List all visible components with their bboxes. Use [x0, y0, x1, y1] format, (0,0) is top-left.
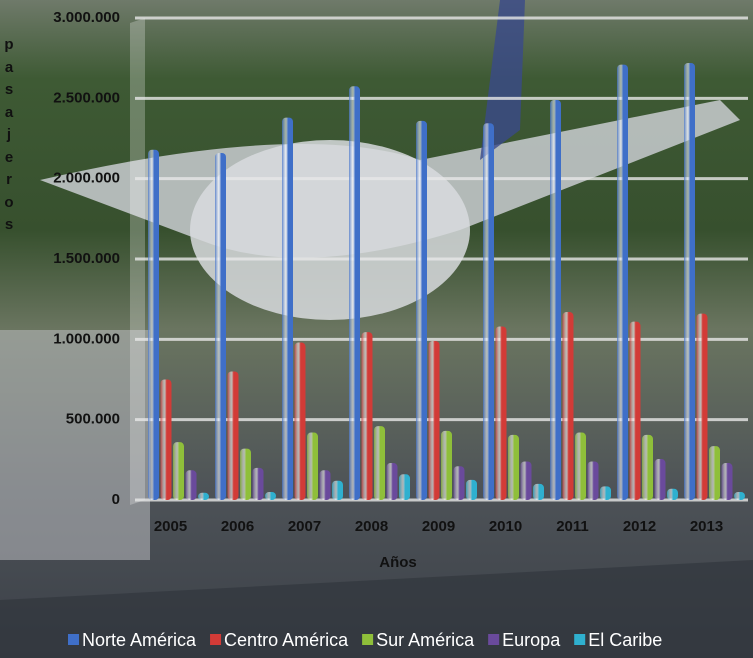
bar: [252, 467, 264, 500]
airplane-body: [190, 140, 470, 320]
bar: [198, 492, 209, 500]
legend-swatch: [488, 634, 500, 645]
legend-label: Centro América: [224, 630, 349, 650]
airplane-tail: [480, 0, 525, 160]
bar: [361, 332, 373, 500]
bar: [617, 64, 628, 501]
bar: [734, 491, 745, 500]
bar: [185, 470, 197, 500]
bar: [332, 480, 343, 500]
bar: [399, 474, 410, 500]
legend-label: Norte América: [82, 630, 197, 650]
tarmac: [0, 560, 753, 658]
y-tick-label: 1.000.000: [53, 330, 120, 347]
bar: [495, 326, 507, 500]
x-tick-label: 2007: [288, 518, 321, 535]
bar: [508, 434, 519, 500]
y-tick-label: 2.500.000: [53, 89, 120, 106]
bar: [148, 149, 159, 500]
bar: [453, 466, 465, 500]
bar: [215, 152, 226, 500]
legend-swatch: [68, 634, 79, 645]
bar: [160, 379, 172, 500]
bar: [294, 342, 306, 500]
bar: [282, 117, 293, 500]
y-tick-label: 2.000.000: [53, 170, 120, 187]
bar: [600, 486, 611, 500]
y-tick-label: 500.000: [66, 411, 120, 428]
y-tick-label: 0: [112, 491, 120, 508]
x-tick-label: 2008: [355, 518, 388, 535]
bar: [533, 483, 544, 500]
bar: [428, 340, 440, 500]
bar: [642, 434, 653, 500]
legend-swatch: [210, 634, 222, 645]
x-tick-label: 2011: [556, 518, 589, 535]
x-tick-label: 2009: [422, 518, 455, 535]
bar: [483, 123, 494, 500]
bar: [319, 470, 331, 500]
x-tick-label: 2012: [623, 518, 656, 535]
bar: [550, 99, 561, 500]
legend-swatch: [574, 634, 586, 645]
y-tick-label: 3.000.000: [53, 9, 120, 26]
legend-label: El Caribe: [588, 630, 662, 650]
bar: [667, 488, 678, 500]
bar: [349, 86, 360, 501]
bar: [654, 459, 666, 500]
bar: [466, 479, 477, 500]
x-tick-label: 2010: [489, 518, 522, 535]
bar: [240, 448, 251, 500]
legend-swatch: [362, 634, 374, 645]
bar: [629, 321, 641, 500]
x-tick-label: 2006: [221, 518, 254, 535]
legend-label: Europa: [502, 630, 561, 650]
legend-label: Sur América: [376, 630, 475, 650]
bar: [374, 426, 385, 500]
bar: [386, 463, 398, 500]
bar: [265, 491, 276, 500]
bar: [575, 432, 586, 500]
truck: [0, 330, 150, 560]
bar: [684, 62, 695, 501]
bar: [562, 312, 574, 500]
bar: [416, 120, 427, 501]
bar: [520, 461, 532, 500]
bar: [307, 432, 318, 500]
x-tick-label: 2013: [690, 518, 723, 535]
x-tick-label: 2005: [154, 518, 187, 535]
bar: [587, 461, 599, 500]
bar: [227, 371, 239, 500]
bar: [721, 463, 733, 500]
bar: [696, 313, 708, 500]
x-axis-label: Años: [379, 554, 417, 571]
bar: [173, 442, 184, 500]
y-axis-label: pasajeros: [4, 36, 14, 233]
bar: [709, 446, 720, 500]
back-wall-side: [130, 18, 145, 505]
bar: [441, 430, 452, 500]
y-tick-label: 1.500.000: [53, 250, 120, 267]
